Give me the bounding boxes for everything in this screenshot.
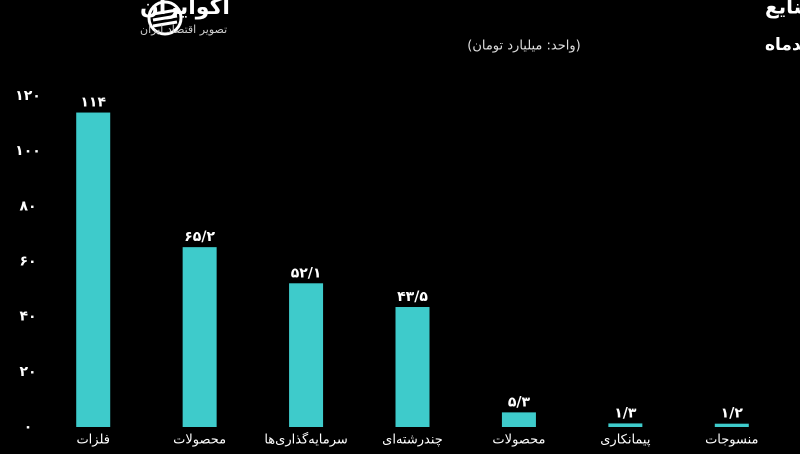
brand-name: آکوایران xyxy=(140,0,230,20)
logo-icon-lines xyxy=(152,8,178,28)
bar xyxy=(289,283,324,427)
y-tick-label: ۸۰ xyxy=(19,198,36,214)
logo-icon xyxy=(147,0,183,36)
bar xyxy=(76,112,111,428)
x-tick-label: چندرشته‌ای xyxy=(382,433,443,448)
value-label: ۵۲/۱ xyxy=(291,265,322,281)
y-tick-label: ۲۰ xyxy=(19,364,36,380)
y-tick-label: ۰ xyxy=(24,419,33,435)
x-tick-label: پیمانکاری xyxy=(600,433,651,448)
y-tick-label: ۱۰۰ xyxy=(15,143,41,159)
chart-subtitle: در معاملات یکشنبه هفتم اسفندماه xyxy=(765,35,800,55)
bar xyxy=(501,412,536,427)
y-tick-label: ۴۰ xyxy=(19,309,36,325)
value-label: ۱/۳ xyxy=(614,405,637,421)
bar xyxy=(714,423,749,427)
bar xyxy=(608,423,643,427)
bar xyxy=(182,247,217,427)
value-label: ۴۳/۵ xyxy=(397,289,428,305)
x-tick-label: فلزات xyxy=(76,433,110,448)
x-tick-label: محصولات xyxy=(492,433,545,448)
x-tick-label: سرمایه‌گذاری‌ها xyxy=(264,432,347,448)
value-label: ۱۱۴ xyxy=(80,95,106,111)
x-tick-label: منسوجات xyxy=(705,433,758,448)
brand-tagline: تصویر اقتصاد ایران xyxy=(140,23,227,36)
y-tick-label: ۱۲۰ xyxy=(15,88,41,104)
bar xyxy=(395,307,430,427)
chart-title: بیشترین ورود پول حقیقی به صنایع xyxy=(765,0,800,20)
value-label: ۱/۲ xyxy=(721,406,744,422)
x-tick-label: محصولات xyxy=(173,433,226,448)
value-label: ۵/۳ xyxy=(508,394,531,410)
y-tick-label: ۶۰ xyxy=(19,254,36,270)
unit-note: (واحد: میلیارد تومان) xyxy=(467,39,580,54)
value-label: ۶۵/۲ xyxy=(184,229,215,245)
logo: آکوایران تصویر اقتصاد ایران xyxy=(140,0,230,36)
